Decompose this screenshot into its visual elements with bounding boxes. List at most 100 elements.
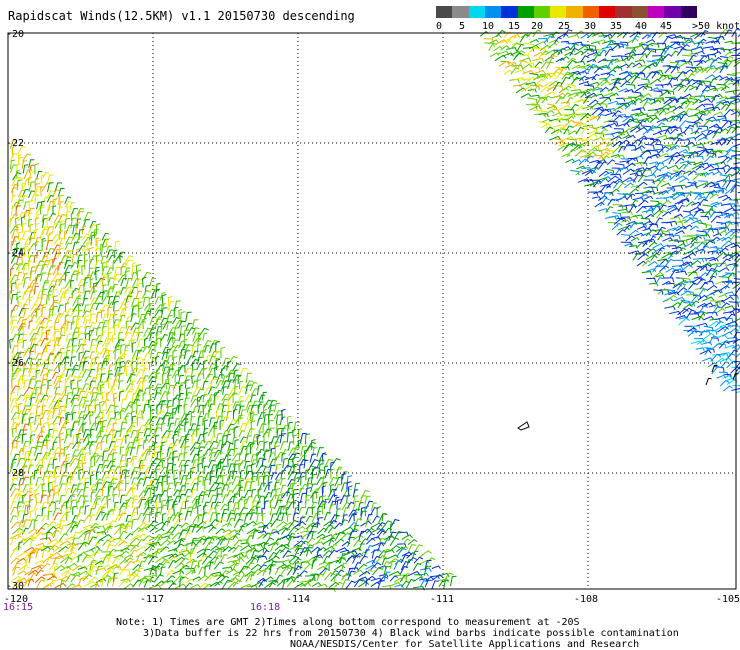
wind-barb <box>655 162 664 170</box>
wind-barb <box>396 547 407 557</box>
wind-barb <box>364 569 373 575</box>
wind-barb <box>232 532 241 540</box>
wind-barb <box>83 304 90 314</box>
wind-barb <box>537 37 549 43</box>
wind-barb <box>47 379 52 390</box>
wind-barb <box>683 224 693 230</box>
wind-barb <box>347 568 354 576</box>
wind-barb <box>149 277 156 287</box>
wind-barb <box>47 353 54 365</box>
wind-barb <box>623 116 634 121</box>
wind-barb <box>704 347 714 356</box>
wind-barb <box>659 89 669 94</box>
wind-barb <box>566 149 576 157</box>
wind-barb <box>77 284 84 294</box>
wind-barb <box>214 493 223 503</box>
wind-barb <box>16 316 25 325</box>
wind-barb <box>734 287 740 296</box>
wind-barb <box>11 176 21 187</box>
wind-barb <box>108 576 117 584</box>
wind-barb <box>239 436 247 444</box>
wind-barb <box>614 154 625 159</box>
wind-barb <box>330 484 335 493</box>
wind-barb <box>22 339 28 349</box>
wind-barb <box>65 428 71 438</box>
wind-barb <box>155 316 163 325</box>
wind-barb <box>76 260 83 269</box>
wind-barb <box>733 301 740 303</box>
wind-barb <box>69 273 77 283</box>
wind-barb <box>381 520 393 529</box>
wind-barb <box>88 576 99 583</box>
wind-barb <box>184 582 193 590</box>
wind-barb <box>17 505 22 517</box>
wind-barb <box>201 556 212 565</box>
wind-barb <box>597 103 608 108</box>
wind-barb <box>214 357 220 367</box>
wind-barb <box>149 566 157 576</box>
wind-barb <box>135 394 141 407</box>
wind-barb <box>389 544 400 552</box>
wind-barb <box>214 482 225 492</box>
wind-barb <box>227 501 233 512</box>
wind-barb <box>208 355 216 365</box>
wind-barb <box>694 132 707 140</box>
wind-barb <box>81 554 91 563</box>
wind-barb <box>631 35 640 43</box>
wind-barb <box>378 538 385 547</box>
wind-barb <box>339 553 347 564</box>
wind-barb <box>23 211 30 221</box>
wind-barb <box>659 90 672 98</box>
wind-barb <box>270 489 277 498</box>
wind-barb <box>514 69 526 74</box>
wind-barb <box>141 271 152 281</box>
wind-barb <box>341 473 347 485</box>
wind-barb <box>215 467 221 479</box>
wind-barb <box>238 507 248 517</box>
wind-barb <box>119 308 127 318</box>
wind-barb <box>70 574 81 583</box>
wind-barb <box>15 256 22 265</box>
wind-barb <box>227 442 234 451</box>
wind-barb <box>575 143 586 151</box>
wind-barb <box>131 495 138 504</box>
wind-barb <box>53 252 61 263</box>
wind-barb <box>16 283 23 295</box>
wind-barb <box>149 361 154 371</box>
wind-barb <box>567 34 580 39</box>
wind-barb <box>155 331 163 342</box>
wind-barb <box>95 269 100 281</box>
wind-barb <box>131 477 138 485</box>
wind-barb <box>120 454 126 463</box>
wind-barb <box>178 308 183 318</box>
wind-barb <box>136 539 145 546</box>
wind-barb <box>89 452 99 461</box>
wind-barb <box>166 476 171 485</box>
wind-barb <box>676 36 686 41</box>
wind-barb <box>138 313 147 324</box>
wind-barb <box>219 458 225 469</box>
wind-barb <box>148 541 162 547</box>
wind-barb <box>287 478 296 487</box>
wind-barb <box>714 300 723 309</box>
wind-barb <box>27 378 35 389</box>
wind-barb <box>636 167 646 171</box>
wind-barb <box>198 566 206 575</box>
wind-barb <box>46 526 57 533</box>
wind-barb <box>675 191 685 197</box>
wind-barb <box>167 548 178 553</box>
wind-barb <box>82 315 90 325</box>
wind-barb <box>310 490 319 499</box>
wind-barb <box>311 512 321 523</box>
wind-barb <box>425 557 436 565</box>
wind-barb <box>76 210 85 221</box>
wind-barb <box>64 217 71 229</box>
wind-barb <box>105 267 114 276</box>
wind-barb <box>587 63 598 74</box>
wind-barb <box>291 482 297 493</box>
wind-barb <box>47 503 54 515</box>
wind-barb <box>77 438 85 449</box>
wind-barb <box>662 116 675 122</box>
wind-barb <box>226 490 233 498</box>
wind-barb <box>64 229 69 240</box>
